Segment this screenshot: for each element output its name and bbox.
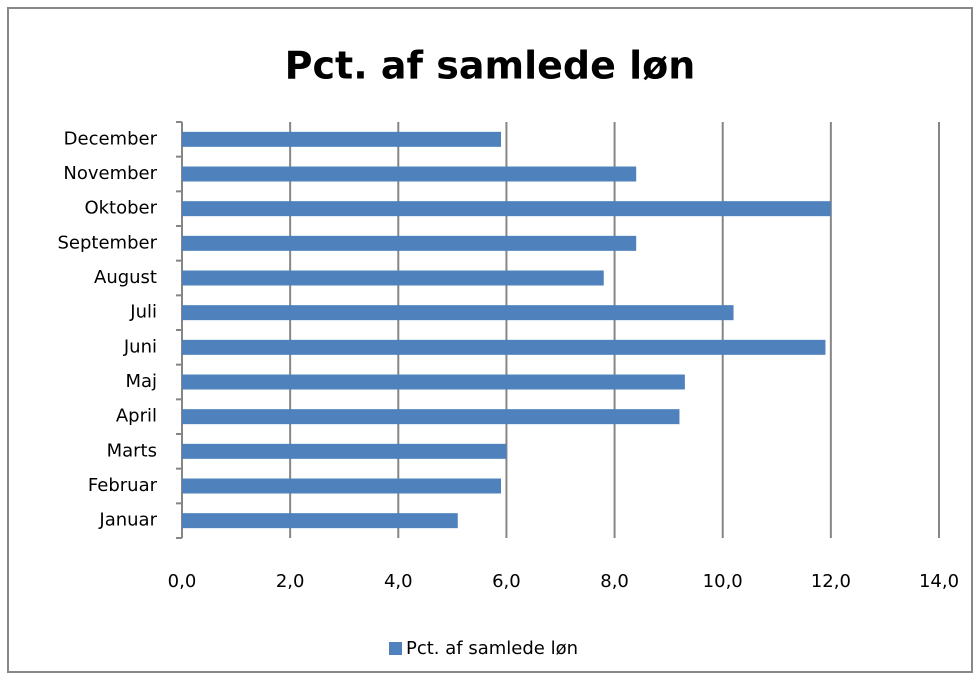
x-tick-label: 10,0: [703, 571, 743, 592]
y-tick-label: November: [63, 163, 157, 184]
bar: [182, 374, 685, 390]
x-tick-label: 4,0: [384, 571, 413, 592]
bar: [182, 513, 458, 529]
bar: [182, 305, 734, 321]
y-tick-label: Juli: [129, 302, 157, 323]
y-tick-label: Januar: [98, 510, 157, 531]
bar: [182, 270, 604, 286]
bar: [182, 409, 680, 425]
y-tick-label: August: [94, 267, 157, 288]
bar: [182, 131, 502, 147]
bar: [182, 166, 637, 182]
bar: [182, 201, 831, 217]
bar: [182, 235, 637, 251]
legend-swatch: [389, 642, 402, 655]
y-tick-label: Maj: [125, 371, 157, 392]
chart-title: Pct. af samlede løn: [285, 44, 696, 88]
x-tick-label: 12,0: [811, 571, 851, 592]
y-tick-label: Oktober: [84, 198, 157, 219]
y-tick-label: April: [116, 406, 157, 427]
x-tick-label: 0,0: [168, 571, 197, 592]
bar: [182, 478, 502, 494]
x-tick-label: 6,0: [492, 571, 521, 592]
y-tick-label: Juni: [123, 336, 157, 357]
y-tick-label: Marts: [107, 440, 157, 461]
bar: [182, 339, 826, 355]
x-tick-label: 14,0: [919, 571, 959, 592]
x-tick-label: 8,0: [600, 571, 629, 592]
x-tick-label: 2,0: [276, 571, 305, 592]
y-tick-label: December: [64, 128, 158, 149]
y-tick-label: Februar: [88, 475, 158, 496]
y-tick-label: September: [58, 232, 158, 253]
bar: [182, 443, 507, 459]
legend-label: Pct. af samlede løn: [406, 638, 578, 659]
